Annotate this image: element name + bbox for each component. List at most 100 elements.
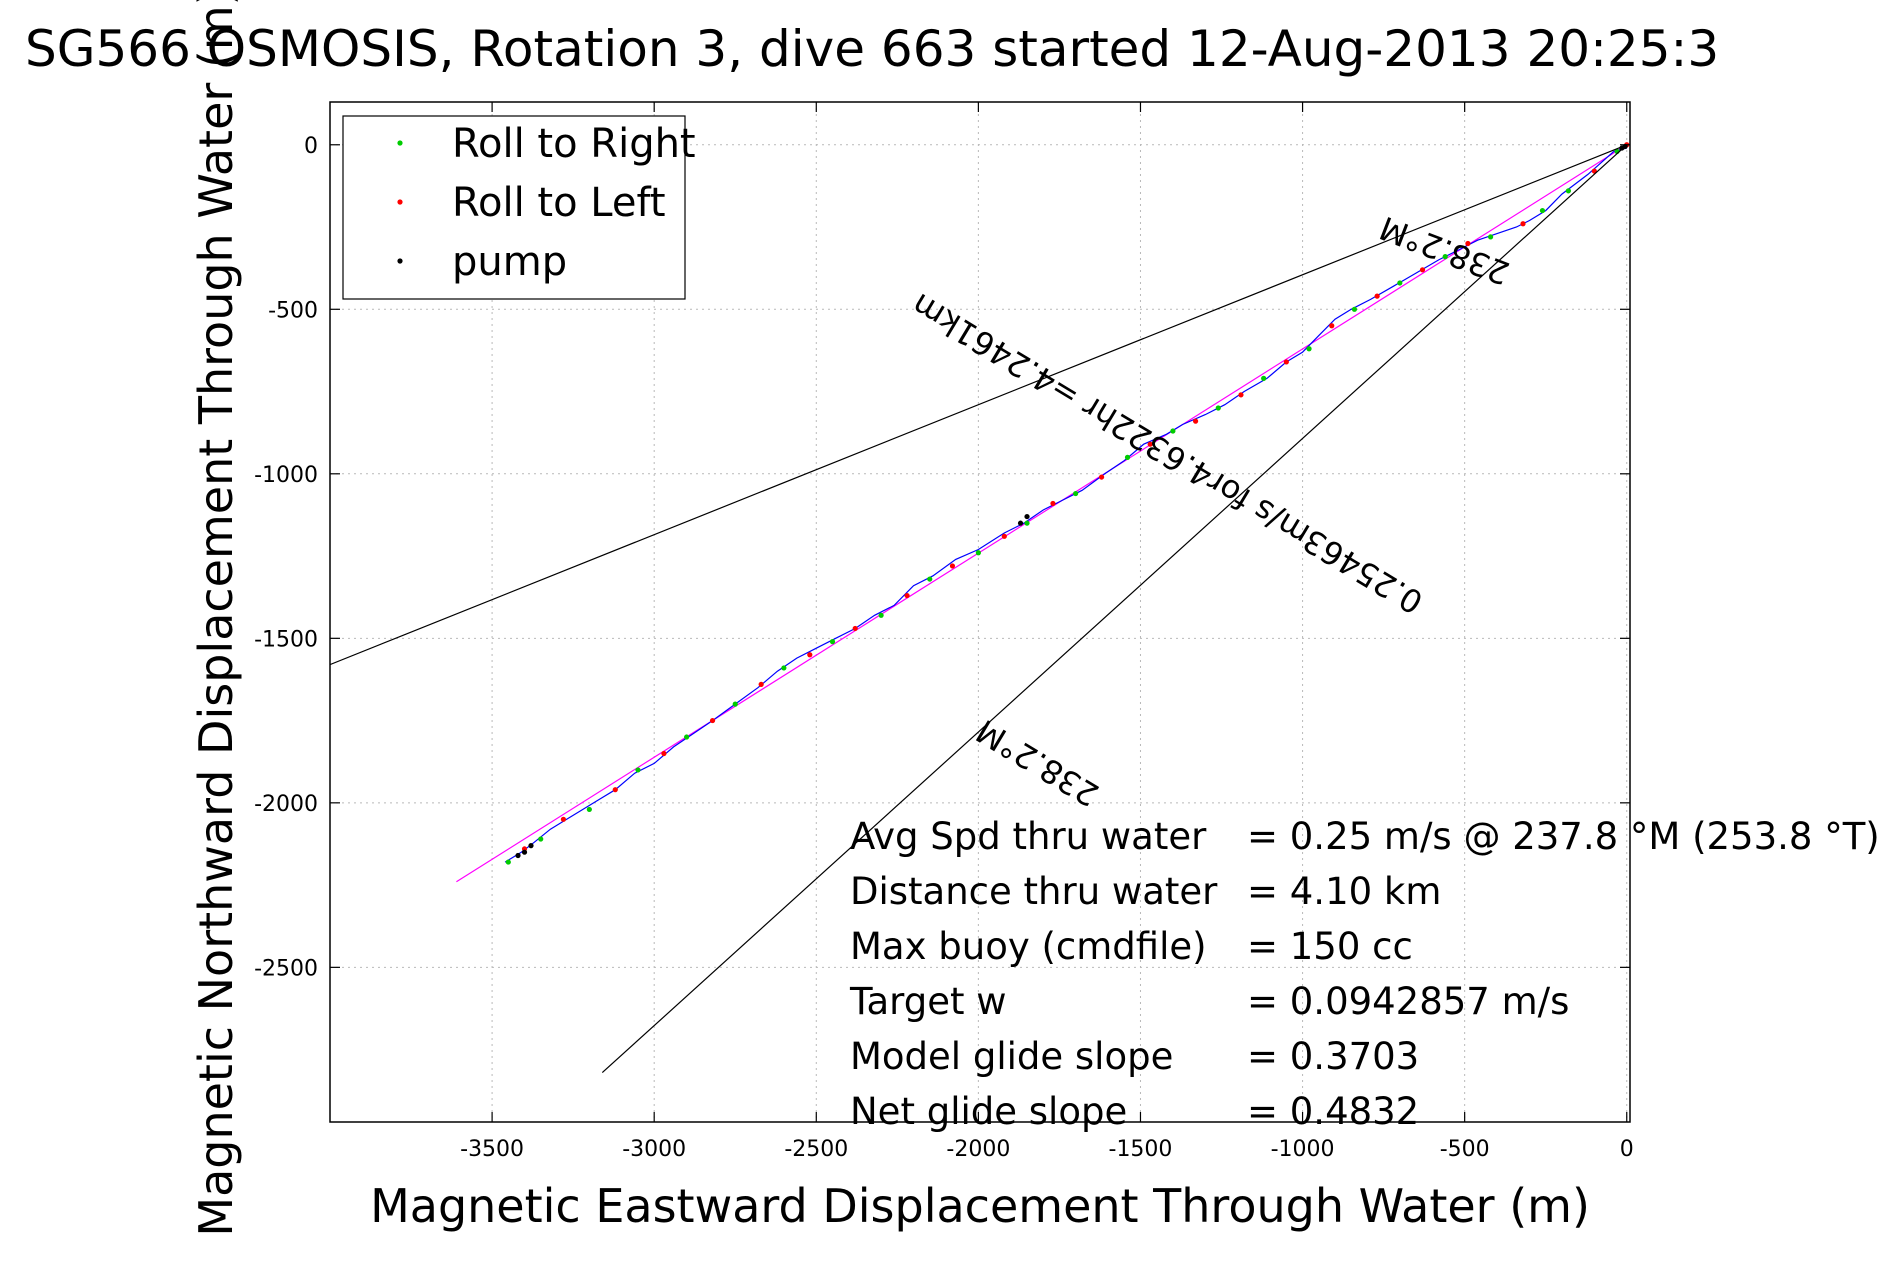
y-tick-label: -1000 <box>254 463 318 488</box>
marker-roll-to-left <box>1465 240 1471 247</box>
stat-value: = 4.10 km <box>1247 870 1441 913</box>
marker-roll-to-right <box>505 859 511 865</box>
y-tick-label: -1500 <box>254 627 318 652</box>
stat-value: = 0.25 m/s @ 237.8 °M (253.8 °T) <box>1247 815 1880 858</box>
series-group <box>330 142 1630 1074</box>
marker-roll-to-left <box>661 750 667 757</box>
marker-roll-to-left <box>949 563 956 569</box>
x-tick-label: -2500 <box>784 1137 848 1162</box>
y-axis-label: Magnetic Northward Displacement Through … <box>189 0 243 1237</box>
series-line-6 <box>601 144 1628 1074</box>
marker-roll-to-left <box>904 592 910 599</box>
marker-roll-to-right <box>732 701 738 707</box>
marker-roll-to-left <box>1329 323 1335 329</box>
marker-roll-to-right <box>538 836 544 842</box>
marker-roll-to-right <box>1261 375 1267 381</box>
marker-roll-to-right <box>1539 207 1546 214</box>
marker-roll-to-left <box>852 625 858 632</box>
stat-label: Net glide slope <box>850 1090 1127 1133</box>
marker-roll-to-left <box>1283 359 1289 365</box>
rotated-annotation: 238.2°M <box>970 712 1105 814</box>
marker-roll-to-left <box>1098 474 1105 480</box>
stat-label: Max buoy (cmdfile) <box>850 925 1207 968</box>
y-tick-label: -500 <box>268 298 318 323</box>
legend-label: Roll to Right <box>452 121 696 167</box>
y-tick-label: -2000 <box>254 792 318 817</box>
legend-marker <box>397 140 403 146</box>
marker-roll-to-right <box>684 734 690 740</box>
x-tick-label: -2000 <box>946 1137 1010 1162</box>
axis-ticks: -3500 -3000 -2500 -2000 -1500 -1000 -500 0 0 -500… <box>254 102 1634 1162</box>
marker-roll-to-right <box>1073 490 1079 497</box>
legend-entries: Roll to Right Roll to Left pump <box>397 121 696 285</box>
marker-roll-to-right <box>1487 234 1494 240</box>
marker-pump <box>1024 513 1030 520</box>
marker-roll-to-left <box>1147 441 1153 447</box>
x-tick-label: -1500 <box>1109 1137 1173 1162</box>
marker-roll-to-right <box>1306 346 1312 352</box>
marker-roll-to-left <box>1050 500 1056 507</box>
marker-roll-to-right <box>1397 280 1403 286</box>
legend-label: Roll to Left <box>452 180 666 226</box>
marker-roll-to-right <box>1442 254 1448 260</box>
marker-pump <box>515 852 521 859</box>
y-tick-label: 0 <box>304 134 318 159</box>
marker-roll-to-left <box>807 652 813 658</box>
marker-roll-to-left <box>1520 221 1526 227</box>
marker-roll-to-right <box>1215 405 1221 411</box>
marker-roll-to-right <box>1351 306 1358 312</box>
chart-title: SG566 OSMOSIS, Rotation 3, dive 663 star… <box>25 20 1719 78</box>
marker-roll-to-left <box>1192 418 1199 424</box>
marker-roll-to-right <box>1124 454 1131 460</box>
x-tick-label: -500 <box>1440 1137 1490 1162</box>
marker-roll-to-right <box>1170 428 1176 434</box>
marker-roll-to-right <box>927 576 933 582</box>
marker-roll-to-left <box>1001 533 1007 539</box>
stat-value: = 0.0942857 m/s <box>1247 980 1569 1023</box>
x-tick-label: -3000 <box>622 1137 686 1162</box>
stat-label: Target w <box>849 980 1007 1023</box>
x-axis-label: Magnetic Eastward Displacement Through W… <box>370 1179 1590 1233</box>
stats-panel: Avg Spd thru water = 0.25 m/s @ 237.8 °M … <box>849 815 1880 1133</box>
legend: Roll to Right Roll to Left pump <box>342 115 696 300</box>
legend-box <box>342 115 686 300</box>
stat-label: Model glide slope <box>850 1035 1173 1078</box>
marker-roll-to-right <box>1565 188 1572 194</box>
marker-pump <box>528 843 534 849</box>
marker-roll-to-left <box>758 681 764 687</box>
marker-roll-to-left <box>1374 293 1380 299</box>
marker-roll-to-right <box>635 767 641 773</box>
x-tick-label: -3500 <box>460 1137 524 1162</box>
legend-marker <box>397 258 403 264</box>
marker-roll-to-right <box>975 550 981 556</box>
marker-roll-to-right <box>586 806 592 813</box>
stat-value: = 150 cc <box>1247 925 1413 968</box>
marker-roll-to-left <box>1238 392 1244 398</box>
series-line-0 <box>456 144 1628 883</box>
series-line-5 <box>330 144 1628 666</box>
marker-roll-to-left <box>1419 267 1426 273</box>
plot-area <box>329 101 1631 1123</box>
stat-label: Distance thru water <box>850 870 1218 913</box>
legend-marker <box>397 199 403 205</box>
legend-label: pump <box>452 239 567 285</box>
stat-value: = 0.3703 <box>1247 1035 1419 1078</box>
marker-pump <box>1017 520 1024 526</box>
marker-roll-to-right <box>781 665 787 671</box>
marker-roll-to-right <box>829 639 836 645</box>
y-tick-label: -2500 <box>254 956 318 981</box>
rotated-annotation: 238.2°M <box>1375 208 1515 292</box>
stat-value: = 0.4832 <box>1247 1090 1419 1133</box>
marker-roll-to-left <box>709 717 716 724</box>
marker-roll-to-left <box>612 787 618 793</box>
marker-roll-to-right <box>878 612 884 618</box>
rotated-annotation: 0.25463m/s for4.6322hr =4.2461km <box>905 286 1430 622</box>
marker-pump <box>521 849 528 855</box>
marker-roll-to-left <box>560 816 567 822</box>
stat-label: Avg Spd thru water <box>850 815 1207 858</box>
marker-roll-to-right <box>1024 520 1030 526</box>
x-tick-label: 0 <box>1620 1137 1634 1162</box>
series-layer <box>330 142 1630 1074</box>
